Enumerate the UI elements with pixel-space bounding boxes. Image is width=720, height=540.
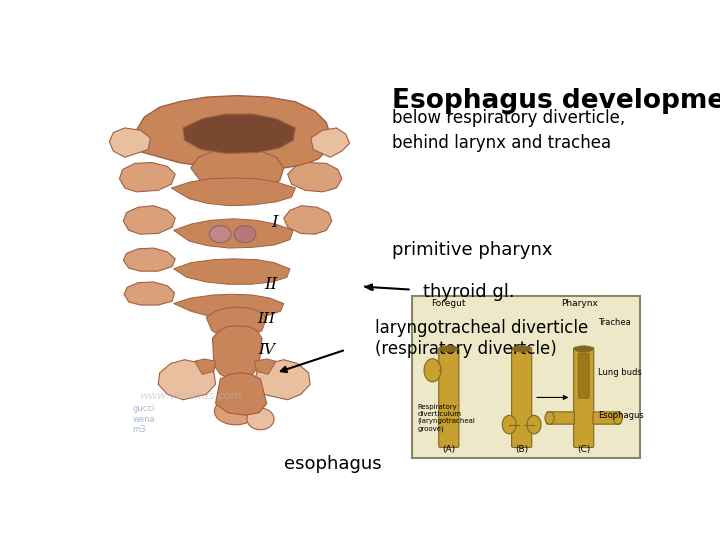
Polygon shape bbox=[191, 150, 284, 192]
Polygon shape bbox=[174, 294, 284, 318]
FancyBboxPatch shape bbox=[574, 347, 594, 448]
Text: thyroid gl.: thyroid gl. bbox=[423, 283, 515, 301]
Polygon shape bbox=[212, 326, 262, 379]
Polygon shape bbox=[215, 373, 266, 415]
Text: laryngotracheal diverticle
(respiratory divertcle): laryngotracheal diverticle (respiratory … bbox=[375, 319, 588, 357]
Text: www.vesalius.com: www.vesalius.com bbox=[140, 391, 242, 401]
Ellipse shape bbox=[210, 226, 231, 242]
Polygon shape bbox=[254, 359, 276, 374]
Text: Foregut: Foregut bbox=[431, 299, 466, 308]
Text: below respiratory diverticle,
behind larynx and trachea: below respiratory diverticle, behind lar… bbox=[392, 110, 626, 152]
Text: Esophagus: Esophagus bbox=[598, 410, 644, 420]
Text: Esophagus development: Esophagus development bbox=[392, 88, 720, 114]
Text: (B): (B) bbox=[515, 444, 528, 454]
Ellipse shape bbox=[613, 412, 622, 424]
Polygon shape bbox=[254, 360, 310, 400]
Text: Lung buds: Lung buds bbox=[598, 368, 642, 377]
Ellipse shape bbox=[575, 346, 593, 352]
Text: Pharynx: Pharynx bbox=[562, 299, 598, 308]
Ellipse shape bbox=[234, 226, 256, 242]
Text: IV: IV bbox=[258, 343, 275, 357]
Polygon shape bbox=[174, 219, 293, 248]
Polygon shape bbox=[206, 307, 266, 338]
Text: gucci
wena
m3: gucci wena m3 bbox=[132, 404, 156, 434]
Text: (C): (C) bbox=[577, 444, 590, 454]
Text: primitive pharynx: primitive pharynx bbox=[392, 241, 553, 259]
Polygon shape bbox=[109, 128, 150, 157]
Text: esophagus: esophagus bbox=[284, 455, 382, 472]
Polygon shape bbox=[120, 163, 175, 192]
FancyBboxPatch shape bbox=[546, 412, 575, 424]
Polygon shape bbox=[124, 282, 174, 305]
Text: Respiratory
diverticulum
(laryngotracheal
groove): Respiratory diverticulum (laryngotrachea… bbox=[418, 403, 476, 431]
Polygon shape bbox=[171, 178, 295, 206]
Polygon shape bbox=[123, 248, 175, 271]
Polygon shape bbox=[123, 206, 175, 234]
Polygon shape bbox=[183, 114, 295, 153]
Polygon shape bbox=[287, 163, 342, 192]
Polygon shape bbox=[158, 360, 215, 400]
Ellipse shape bbox=[247, 408, 274, 430]
Ellipse shape bbox=[424, 359, 441, 382]
FancyBboxPatch shape bbox=[578, 353, 589, 398]
Text: (A): (A) bbox=[442, 444, 455, 454]
Text: I: I bbox=[271, 214, 278, 231]
Polygon shape bbox=[174, 259, 290, 284]
Ellipse shape bbox=[503, 415, 516, 434]
Ellipse shape bbox=[545, 412, 554, 424]
Ellipse shape bbox=[215, 398, 257, 425]
FancyBboxPatch shape bbox=[412, 296, 640, 457]
Ellipse shape bbox=[439, 346, 458, 352]
Ellipse shape bbox=[513, 346, 531, 352]
Ellipse shape bbox=[527, 415, 541, 434]
FancyBboxPatch shape bbox=[438, 347, 459, 448]
Polygon shape bbox=[194, 359, 215, 374]
Text: III: III bbox=[258, 312, 276, 326]
Text: II: II bbox=[264, 276, 277, 293]
Polygon shape bbox=[311, 128, 350, 157]
FancyBboxPatch shape bbox=[593, 412, 621, 424]
FancyBboxPatch shape bbox=[512, 347, 532, 448]
Polygon shape bbox=[132, 96, 330, 168]
Polygon shape bbox=[284, 206, 332, 234]
Text: Trachea: Trachea bbox=[598, 318, 631, 327]
